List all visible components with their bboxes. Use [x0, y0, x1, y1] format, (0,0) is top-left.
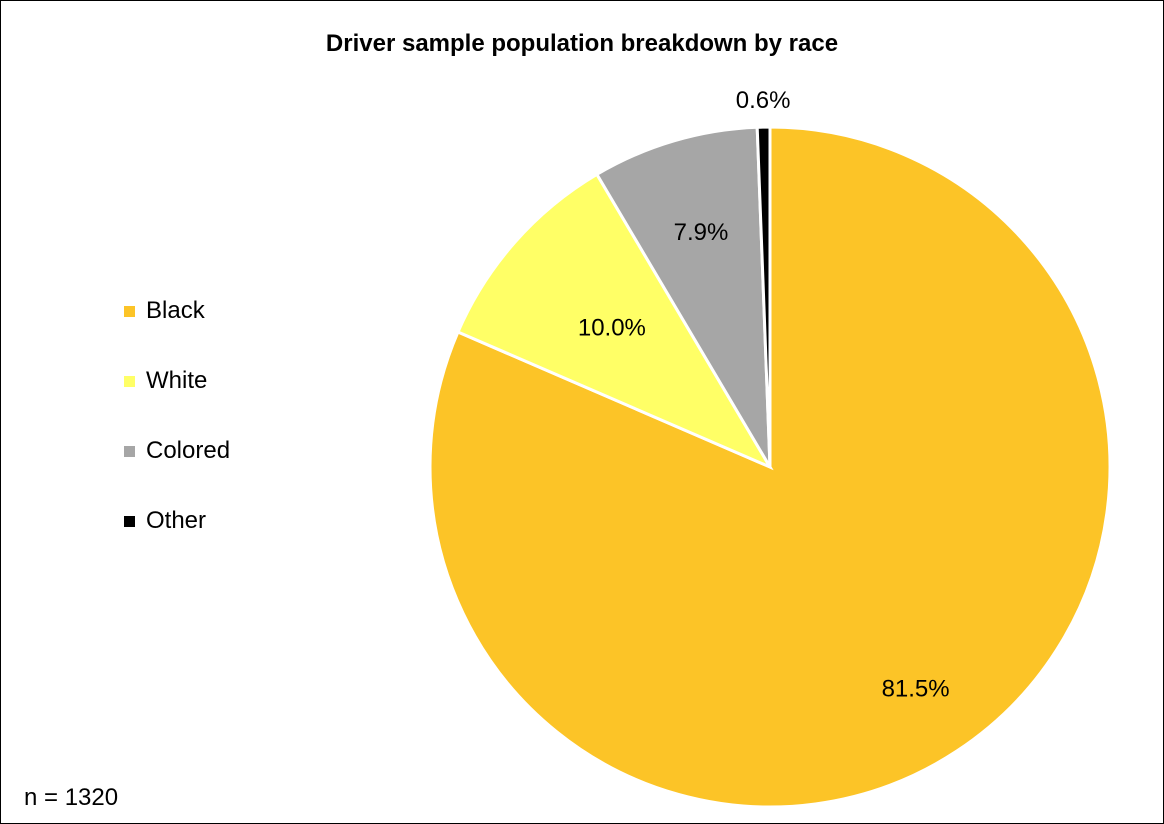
- sample-size-note: n = 1320: [24, 784, 119, 811]
- legend-swatch-colored: [124, 446, 135, 457]
- legend-swatch-black: [124, 306, 135, 317]
- chart-title: Driver sample population breakdown by ra…: [325, 30, 839, 57]
- data-label-black: 81.5%: [882, 676, 950, 703]
- pie-slices: [428, 125, 1112, 809]
- pie-data-labels: 81.5% 10.0% 7.9% 0.6%: [578, 87, 950, 703]
- data-label-colored: 7.9%: [674, 219, 729, 246]
- legend-label-other: Other: [146, 507, 207, 534]
- legend-swatch-other: [124, 516, 135, 527]
- pie-slice-white: [455, 172, 774, 471]
- legend-label-black: Black: [146, 297, 205, 324]
- pie-slice-other: [755, 125, 772, 468]
- pie-slice-colored: [594, 125, 772, 468]
- legend-label-white: White: [146, 367, 208, 394]
- legend-label-colored: Colored: [146, 437, 231, 464]
- legend-swatch-white: [124, 376, 135, 387]
- data-label-other: 0.6%: [736, 87, 791, 114]
- data-label-white: 10.0%: [578, 315, 646, 342]
